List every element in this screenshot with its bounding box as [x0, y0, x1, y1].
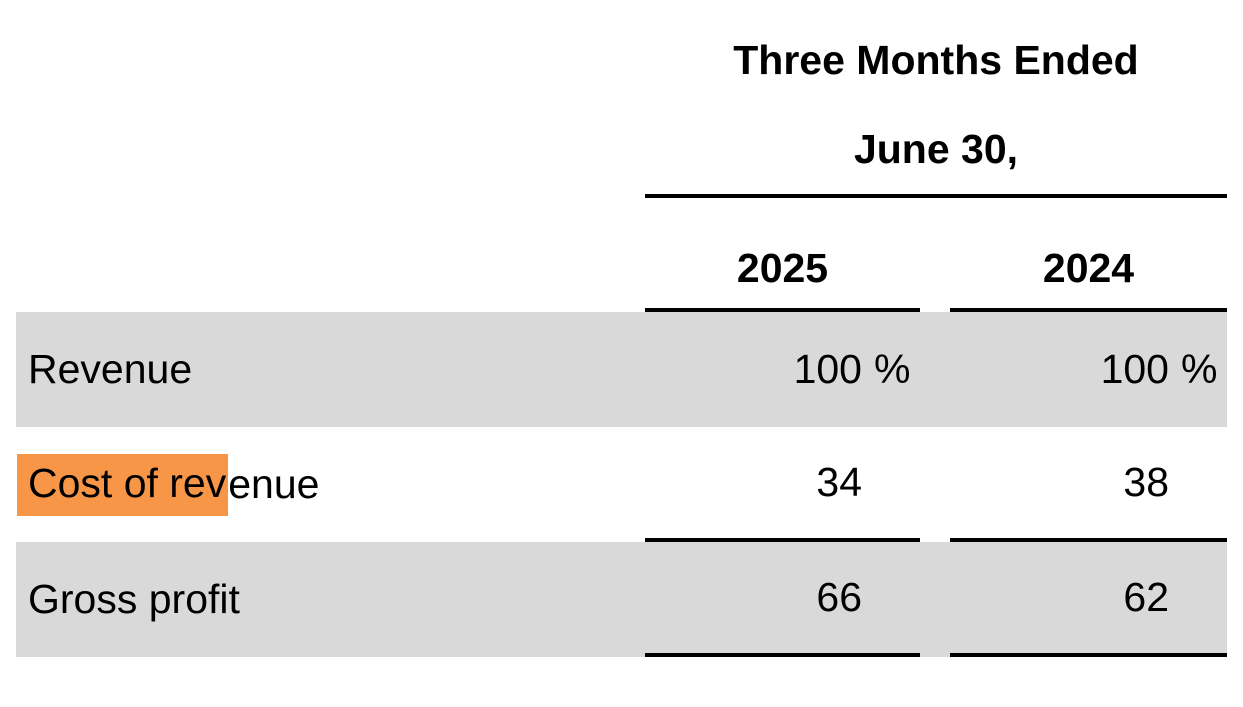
- cell-value: 66: [816, 574, 862, 620]
- cell-revenue-2025: 100%: [645, 312, 920, 427]
- header-left-spacer: [16, 28, 645, 198]
- row-label-gross-profit: Gross profit: [28, 576, 240, 622]
- row-gap-spacer: [920, 427, 950, 542]
- table-title-line1: Three Months Ended: [733, 37, 1139, 83]
- percent-sign: %: [1181, 346, 1218, 392]
- row-label-cost-of-revenue: Cost of rev enue: [16, 427, 645, 542]
- highlighted-text: Cost of rev: [17, 453, 229, 516]
- year-gap-spacer: [920, 198, 950, 312]
- cell-revenue-2024: 100%: [950, 312, 1227, 427]
- percent-sign: %: [874, 346, 911, 392]
- cell-value: 100: [1100, 346, 1169, 392]
- cell-gross-2025: 66: [645, 542, 920, 657]
- table-row-cost-of-revenue: Cost of rev enue 34 38: [16, 427, 1227, 542]
- table-row-revenue: Revenue 100% 100%: [16, 312, 1227, 427]
- table-title: Three Months Ended June 30,: [645, 28, 1227, 198]
- column-header-2025: 2025: [645, 198, 920, 312]
- row-gap-spacer: [920, 542, 950, 657]
- cell-gross-2024: 62: [950, 542, 1227, 657]
- cell-cost-2024: 38: [950, 427, 1227, 542]
- table-title-line2: June 30,: [853, 125, 1019, 172]
- cell-value: 62: [1123, 574, 1169, 620]
- cell-cost-2025: 34: [645, 427, 920, 542]
- cell-value: 34: [816, 459, 862, 505]
- column-header-2024: 2024: [950, 198, 1227, 312]
- cell-value: 38: [1123, 459, 1169, 505]
- column-headers-row: 2025 2024: [16, 198, 1227, 312]
- row-label-revenue: Revenue: [28, 346, 193, 392]
- row-label-rest: enue: [228, 461, 320, 507]
- cell-value: 100: [793, 346, 862, 392]
- table-header: Three Months Ended June 30,: [16, 28, 1227, 198]
- row-gap-spacer: [920, 312, 950, 427]
- year-row-spacer: [16, 198, 645, 312]
- table-row-gross-profit: Gross profit 66 62: [16, 542, 1227, 657]
